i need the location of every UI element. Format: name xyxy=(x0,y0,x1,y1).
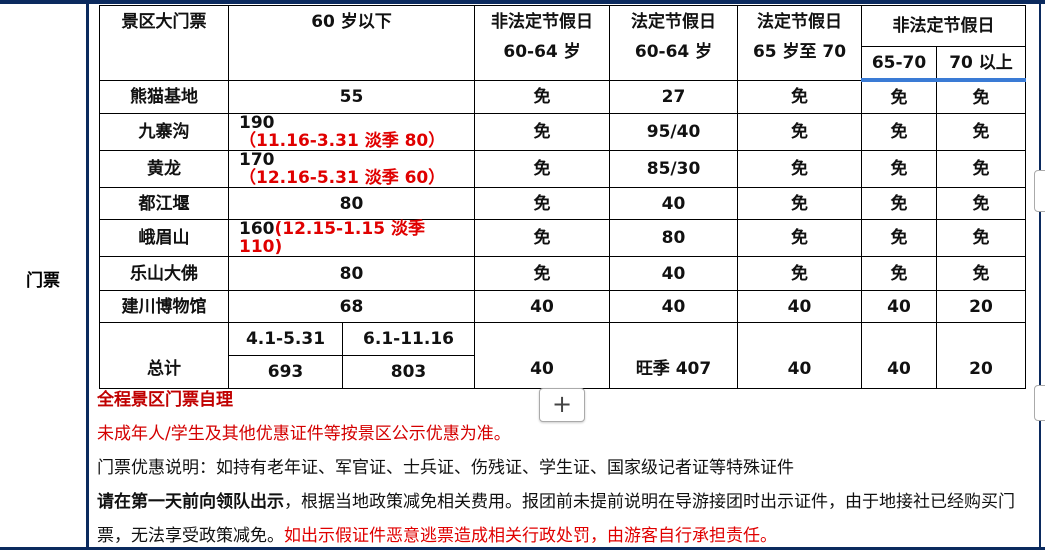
table-row: 建川博物馆 68 40 40 40 40 20 xyxy=(99,290,1027,323)
under60-price: 190（11.16-3.31 淡季 80） xyxy=(227,113,476,151)
under60-price: 160(12.15-1.15 淡季 110) xyxy=(227,219,476,257)
total-c4: 40 xyxy=(737,322,863,389)
price-c4: 免 xyxy=(737,256,863,291)
price-c5b: 免 xyxy=(936,256,1027,291)
outer-border-right xyxy=(1039,0,1041,550)
outer-border-bottom xyxy=(0,547,1045,550)
price-c2: 免 xyxy=(474,79,611,114)
price-c2: 免 xyxy=(474,150,611,188)
price-c3: 40 xyxy=(609,256,739,291)
scenic-name: 乐山大佛 xyxy=(99,256,229,291)
price-c3: 80 xyxy=(609,219,739,257)
scenic-name: 建川博物馆 xyxy=(99,290,229,323)
header-nonholiday: 非法定节假日 xyxy=(861,5,1027,47)
price-c4: 免 xyxy=(737,79,863,114)
add-button[interactable]: + xyxy=(539,388,585,422)
price-c5b: 免 xyxy=(936,113,1027,151)
price-c5b: 免 xyxy=(936,79,1027,114)
total-c5a: 40 xyxy=(861,322,938,389)
total-label: 总计 xyxy=(99,322,229,389)
ticket-notes: 全程景区门票自理 未成年人/学生及其他优惠证件等按景区公示优惠为准。 门票优惠说… xyxy=(97,383,1037,553)
notes-heading: 全程景区门票自理 xyxy=(97,390,233,410)
price-c5a: 40 xyxy=(861,290,938,323)
price-c2: 免 xyxy=(474,219,611,257)
scenic-name: 熊猫基地 xyxy=(99,79,229,114)
outer-border-top xyxy=(0,0,1045,4)
table-row: 乐山大佛 80 免 40 免免免 xyxy=(99,256,1027,291)
price-c2: 免 xyxy=(474,256,611,291)
price-c4: 40 xyxy=(737,290,863,323)
price-c4: 免 xyxy=(737,219,863,257)
under60-price: 170（12.16-5.31 淡季 60） xyxy=(227,150,476,188)
price-c5b: 免 xyxy=(936,219,1027,257)
under60-price: 55 xyxy=(227,79,476,114)
outer-column-divider xyxy=(86,0,89,550)
header-scenic: 景区大门票 xyxy=(99,5,229,81)
price-c3: 40 xyxy=(609,187,739,220)
price-c5b: 20 xyxy=(936,290,1027,323)
price-c4: 免 xyxy=(737,113,863,151)
price-c5b: 免 xyxy=(936,187,1027,220)
total-period-2: 6.1-11.16 xyxy=(341,322,476,356)
header-65-70: 65-70 xyxy=(861,46,938,82)
scenic-name: 峨眉山 xyxy=(99,219,229,257)
notes-discount-desc: 门票优惠说明：如持有老年证、军官证、士兵证、伤残证、学生证、国家级记者证等特殊证… xyxy=(97,458,794,478)
header-row: 景区大门票 60 岁以下 非法定节假日 60-64 岁 法定节假日 60-64 岁 … xyxy=(99,5,1027,81)
total-period-1: 4.1-5.31 xyxy=(228,322,343,356)
total-c3: 旺季 407 xyxy=(609,322,739,389)
side-handle-top[interactable] xyxy=(1034,170,1045,212)
price-c2: 免 xyxy=(474,113,611,151)
table-row: 峨眉山 160(12.15-1.15 淡季 110) 免 80 免免免 xyxy=(99,219,1027,257)
price-c5a: 免 xyxy=(861,150,938,188)
header-under60: 60 岁以下 xyxy=(227,5,476,81)
header-nonholiday-60-64: 非法定节假日 60-64 岁 xyxy=(474,5,611,81)
price-c3: 40 xyxy=(609,290,739,323)
under60-price: 80 xyxy=(227,256,476,291)
total-value-1: 693 xyxy=(228,355,343,389)
total-row: 总计 4.1-5.31 6.1-11.16 40 旺季 407 40 40 20 xyxy=(99,322,1027,389)
price-c2: 免 xyxy=(474,187,611,220)
under60-price: 80 xyxy=(227,187,476,220)
table-row: 九寨沟 190（11.16-3.31 淡季 80）免 95/40 免免免 xyxy=(99,113,1027,151)
scenic-name: 黄龙 xyxy=(99,150,229,188)
table-row: 黄龙 170（12.16-5.31 淡季 60）免 85/30 免免免 xyxy=(99,150,1027,188)
price-c5a: 免 xyxy=(861,187,938,220)
total-c5b: 20 xyxy=(936,322,1027,389)
side-handle-bottom[interactable] xyxy=(1034,385,1045,421)
price-c3: 85/30 xyxy=(609,150,739,188)
table-row: 都江堰 80 免 40 免免免 xyxy=(99,187,1027,220)
ticket-price-table: 景区大门票 60 岁以下 非法定节假日 60-64 岁 法定节假日 60-64 岁 … xyxy=(99,5,1027,389)
scenic-name: 都江堰 xyxy=(99,187,229,220)
price-c5a: 免 xyxy=(861,79,938,114)
header-holiday-65-70: 法定节假日 65 岁至 70 xyxy=(737,5,863,81)
section-label: 门票 xyxy=(26,271,60,291)
price-c5a: 免 xyxy=(861,113,938,151)
header-70-plus: 70 以上 xyxy=(936,46,1027,82)
scenic-name: 九寨沟 xyxy=(99,113,229,151)
total-c2: 40 xyxy=(474,322,611,389)
price-c3: 27 xyxy=(609,79,739,114)
price-c5a: 免 xyxy=(861,256,938,291)
table-row: 熊猫基地 55 免 27 免免免 xyxy=(99,79,1027,114)
price-c4: 免 xyxy=(737,150,863,188)
notes-discount-rule: 未成年人/学生及其他优惠证件等按景区公示优惠为准。 xyxy=(97,424,511,444)
notes-instruction: 请在第一天前向领队出示，根据当地政策减免相关费用。报团前未提前说明在导游接团时出… xyxy=(97,492,1015,546)
under60-price: 68 xyxy=(227,290,476,323)
price-c2: 40 xyxy=(474,290,611,323)
total-value-2: 803 xyxy=(341,355,476,389)
header-holiday-60-64: 法定节假日 60-64 岁 xyxy=(609,5,739,81)
price-c5b: 免 xyxy=(936,150,1027,188)
price-c3: 95/40 xyxy=(609,113,739,151)
price-c4: 免 xyxy=(737,187,863,220)
price-c5a: 免 xyxy=(861,219,938,257)
